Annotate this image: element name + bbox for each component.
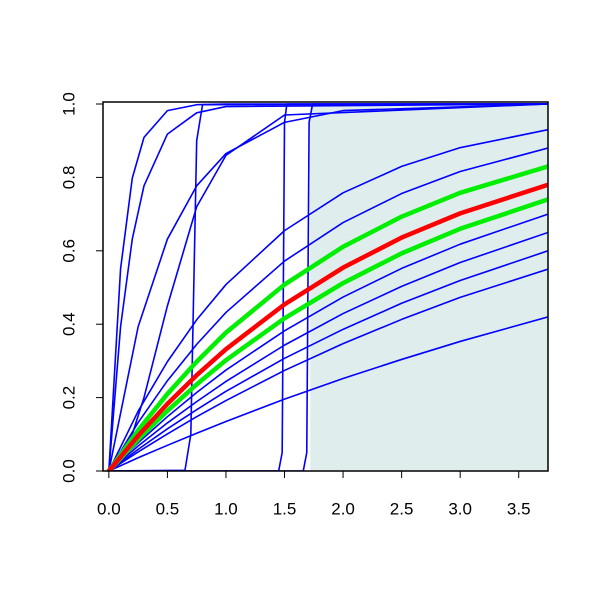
y-tick-label: 0.8 bbox=[59, 166, 78, 190]
plot-frame bbox=[102, 101, 549, 472]
x-tick-label: 0.0 bbox=[97, 499, 121, 518]
shaded-region bbox=[310, 104, 548, 471]
plot-area bbox=[106, 103, 548, 471]
x-tick-label: 3.5 bbox=[507, 499, 531, 518]
y-tick-label: 0.2 bbox=[59, 386, 78, 410]
curve bbox=[108, 250, 548, 471]
x-tick-label: 2.0 bbox=[331, 499, 355, 518]
curve bbox=[108, 103, 548, 471]
curve bbox=[108, 147, 548, 471]
x-tick-label: 1.0 bbox=[214, 499, 238, 518]
curve bbox=[108, 128, 548, 471]
y-tick-label: 1.0 bbox=[59, 92, 78, 116]
x-tick-label: 2.5 bbox=[390, 499, 414, 518]
curve bbox=[108, 316, 548, 471]
curve bbox=[106, 182, 548, 471]
curve bbox=[108, 231, 548, 471]
y-tick-label: 0.6 bbox=[59, 239, 78, 263]
curve bbox=[108, 213, 548, 471]
x-tick-label: 1.5 bbox=[273, 499, 297, 518]
x-tick-label: 0.5 bbox=[156, 499, 180, 518]
y-tick-label: 0.0 bbox=[59, 459, 78, 483]
curve bbox=[106, 197, 548, 471]
curve bbox=[106, 164, 548, 471]
x-tick-label: 3.0 bbox=[448, 499, 472, 518]
y-tick-label: 0.4 bbox=[59, 312, 78, 336]
curve bbox=[108, 268, 548, 471]
